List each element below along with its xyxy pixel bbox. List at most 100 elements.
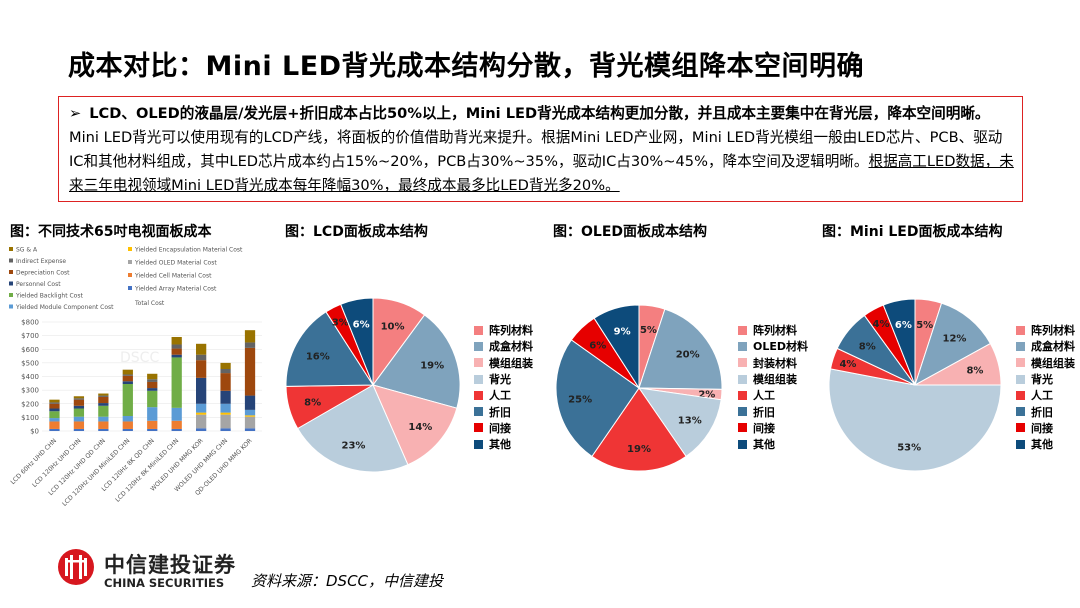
legend-item: 成盒材料 [474,338,533,354]
legend-swatch [128,247,132,251]
legend-label: 封装材料 [753,356,797,370]
legend-label: 模组组装 [1031,356,1075,370]
logo-text-cn: 中信建投证券 [104,553,236,577]
bar-segment [220,403,231,413]
pie-slice [372,314,461,409]
legend-swatch [474,358,483,368]
bar-segment [73,416,85,422]
legend-swatch [738,325,747,335]
pie-data-label: 6% [895,320,912,331]
pie-slice [638,308,723,390]
bar-segment [122,374,133,376]
pie-slice [828,368,1002,472]
legend-label: 折旧 [753,405,775,419]
legend-swatch [738,407,747,417]
legend-item: 人工 [1016,387,1075,403]
bar-segment [220,414,231,429]
summary-box: ➢ LCD、OLED的液晶层/发光层+折旧成本占比50%以上，Mini LED背光… [58,96,1023,202]
pie-data-label: 14% [408,422,432,433]
pie-data-label: 5% [640,325,657,336]
legend-label: 成盒材料 [489,340,533,354]
bar-segment [196,412,207,415]
legend-item: 模组组装 [738,371,808,387]
bar-segment [244,415,256,417]
bar-segment [98,421,109,429]
pie-slice [296,384,409,473]
bar-segment [171,354,182,358]
legend-item: 阵列材料 [1016,322,1075,338]
bar-segment [244,330,256,343]
pie-data-label: 9% [614,327,631,338]
legend-label: 折旧 [489,405,511,419]
legend-label: Yielded Array Material Cost [134,286,217,293]
bar-segment [122,381,133,384]
legend-label: 阵列材料 [489,324,533,338]
legend-label: Personnel Cost [16,281,61,288]
summary-underlined: 根据高工LED数据，未来三年电视领域Mini LED背光成本每年降幅30%，最终… [69,153,1014,194]
bar-segment [244,395,256,410]
legend-item: 其他 [1016,436,1075,452]
lcd-pie-title: 图：LCD面板成本结构 [285,224,428,240]
legend-swatch [738,439,747,449]
legend-swatch [9,247,13,251]
stacked-bar-chart: SG & A Indirect Expense Depreciation Cost P… [9,247,262,508]
bar-chart-title: 图：不同技术65吋电视面板成本 [10,224,212,240]
bar-segment [49,421,60,429]
legend-label: Yielded OLED Material Cost [134,260,217,267]
legend-swatch [474,439,483,449]
legend-label: 其他 [753,438,775,452]
bar-segment [196,360,207,378]
legend-swatch [474,407,483,417]
legend-swatch [1016,407,1025,417]
bar-segment [220,362,231,370]
bar-segment [196,354,207,361]
bar-segment [220,373,231,391]
legend-item: 间接 [1016,420,1075,436]
legend-label: 间接 [753,421,775,435]
bar-segment [171,357,182,408]
summary-bold: LCD、OLED的液晶层/发光层+折旧成本占比50%以上，Mini LED背光成… [89,105,990,122]
legend-label: SG & A [16,247,38,254]
legend-label: 阵列材料 [753,324,797,338]
bar-segment [220,428,231,431]
legend-item: 阵列材料 [474,322,533,338]
legend-label: Yielded Encapsulation Material Cost [134,247,243,254]
pie-data-label: 25% [568,394,592,405]
bar-segment [98,428,109,431]
legend-swatch [9,304,13,309]
legend-item: 折旧 [474,403,533,419]
legend-swatch [128,260,132,264]
pie-slice [591,387,687,472]
legend-label: 其他 [1031,438,1053,452]
legend-item: 背光 [474,371,533,387]
legend-swatch [9,281,13,286]
legend-label: 成盒材料 [1031,340,1075,354]
legend-label: 模组组装 [753,373,797,387]
pie-slice [914,302,992,387]
legend-swatch [1016,390,1025,400]
legend-label: 其他 [489,438,511,452]
legend-swatch [1016,358,1025,368]
legend-swatch [9,270,13,274]
bar-segment [171,420,182,429]
legend-label: 背光 [1031,373,1053,387]
bar-segment [171,344,182,349]
bar-segment [49,403,60,409]
legend-item: 间接 [738,420,808,436]
legend-item: 成盒材料 [1016,338,1075,354]
legend-swatch [738,358,747,368]
bar-segment [244,342,256,348]
bar-segment [147,381,158,389]
lcd-pie-legend: 阵列材料 成盒材料 模组组装 背光 人工 折旧 间接 其他 [474,322,533,452]
bar-segment [171,336,182,345]
pie-data-label: 3% [332,318,349,329]
bar-segment [244,416,256,429]
summary-text: Mini LED背光可以使用现有的LCD产线，将面板的价值借助背光来提升。根据M… [69,129,1003,170]
bar-segment [98,393,109,396]
bar-segment [49,411,60,419]
legend-item: 人工 [738,387,808,403]
bar-segment [171,407,182,421]
pie-data-label: 53% [897,443,921,454]
bar-segment [98,405,109,417]
bar-segment [49,418,60,422]
